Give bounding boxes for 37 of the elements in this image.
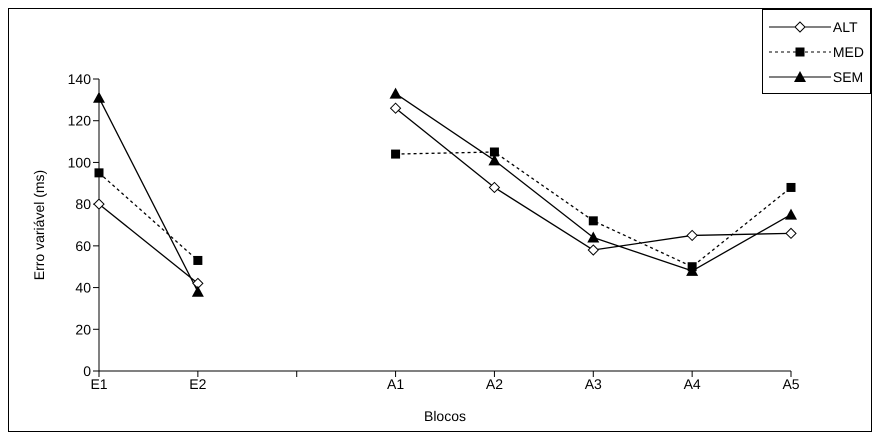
y-tick-label: 60 — [75, 238, 92, 254]
legend-label: SEM — [832, 68, 864, 84]
point — [588, 244, 599, 256]
y-tick-label: 40 — [75, 280, 92, 296]
point — [94, 168, 104, 178]
point — [193, 256, 202, 265]
point — [488, 182, 500, 193]
x-tick-label: E1 — [90, 376, 108, 392]
point — [390, 102, 402, 114]
y-tick-label: 120 — [68, 112, 92, 129]
x-axis-title: Blocos — [424, 408, 466, 424]
x-tick-label: E2 — [189, 376, 207, 392]
point — [192, 278, 204, 289]
legend-label: MED — [832, 44, 864, 60]
y-tick-label: 100 — [68, 154, 92, 170]
y-tick-label: 80 — [75, 196, 92, 212]
legend-label: ALT — [832, 18, 858, 34]
point — [587, 232, 600, 243]
x-tick-label: A2 — [486, 376, 504, 392]
point — [192, 286, 204, 297]
x-tick-label: A3 — [584, 376, 602, 392]
x-tick-label: A4 — [684, 376, 701, 392]
point — [785, 208, 797, 220]
x-tick-label: A5 — [782, 376, 800, 392]
point — [490, 148, 499, 156]
point — [93, 92, 105, 103]
point — [588, 216, 598, 226]
point — [391, 150, 400, 159]
point — [390, 88, 402, 99]
y-tick-label: 0 — [83, 362, 92, 379]
y-tick-label: 140 — [68, 70, 92, 87]
point — [786, 228, 796, 239]
point — [686, 230, 698, 241]
y-axis-title: Erro variável (ms) — [30, 170, 47, 280]
point — [786, 182, 796, 192]
y-tick-label: 20 — [75, 321, 92, 338]
x-tick-label: A1 — [387, 376, 404, 392]
